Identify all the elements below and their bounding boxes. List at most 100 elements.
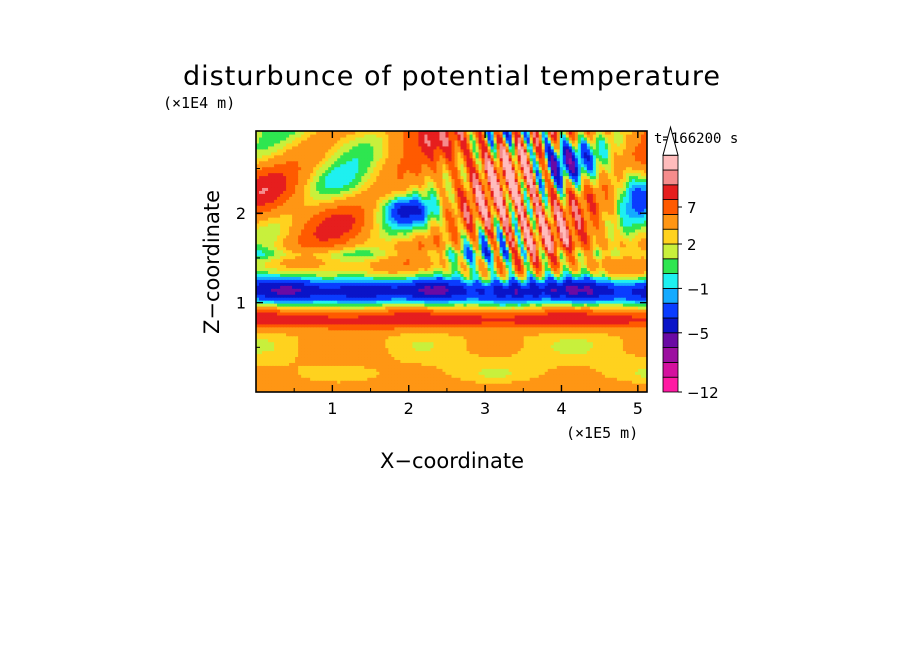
heatmap-cell (325, 300, 329, 304)
heatmap-cell (433, 341, 438, 346)
heatmap-cell (394, 294, 398, 298)
heatmap-cell (508, 353, 513, 358)
heatmap-cell (259, 326, 263, 331)
heatmap-cell (601, 332, 606, 337)
heatmap-cell (457, 353, 462, 358)
heatmap-cell (601, 311, 606, 316)
heatmap-cell (382, 329, 386, 334)
heatmap-cell (523, 288, 528, 292)
heatmap-cell (475, 291, 480, 295)
heatmap-cell (481, 288, 486, 292)
heatmap-cell (385, 371, 389, 375)
heatmap-cell (394, 368, 398, 372)
heatmap-cell (319, 279, 323, 283)
heatmap-cell (316, 389, 320, 392)
heatmap-cell (277, 386, 281, 390)
heatmap-cell (613, 329, 618, 334)
heatmap-cell (403, 365, 407, 369)
heatmap-cell (451, 294, 456, 298)
heatmap-cell (379, 291, 383, 295)
heatmap-cell (385, 341, 389, 346)
heatmap-cell (526, 297, 531, 301)
heatmap-cell (319, 389, 323, 392)
heatmap-cell (532, 288, 537, 292)
heatmap-cell (472, 344, 477, 349)
heatmap-cell (343, 374, 347, 378)
heatmap-cell (352, 374, 356, 378)
heatmap-cell (571, 320, 576, 325)
heatmap-cell (616, 368, 621, 372)
heatmap-cell (415, 332, 420, 337)
heatmap-cell (475, 305, 480, 310)
heatmap-cell (595, 308, 600, 313)
heatmap-cell (574, 311, 579, 316)
heatmap-cell (346, 389, 350, 392)
heatmap-cell (325, 380, 329, 384)
heatmap-cell (313, 341, 317, 346)
heatmap-cell (478, 380, 483, 384)
heatmap-cell (595, 329, 600, 334)
heatmap-cell (598, 335, 603, 340)
heatmap-cell (352, 329, 356, 334)
heatmap-cell (262, 317, 266, 322)
heatmap-cell (625, 300, 630, 304)
heatmap-cell (547, 347, 552, 352)
heatmap-cell (283, 282, 287, 286)
heatmap-cell (346, 326, 350, 331)
heatmap-cell (613, 383, 618, 387)
heatmap-cell (559, 341, 564, 346)
heatmap-cell (535, 294, 540, 298)
heatmap-cell (637, 314, 642, 319)
heatmap-cell (358, 344, 362, 349)
heatmap-cell (376, 341, 380, 346)
heatmap-cell (598, 386, 603, 390)
heatmap-cell (319, 282, 323, 286)
heatmap-cell (484, 338, 489, 343)
heatmap-cell (592, 308, 597, 313)
heatmap-cell (415, 368, 420, 372)
heatmap-cell (643, 303, 647, 307)
heatmap-cell (475, 303, 480, 307)
heatmap-cell (259, 305, 263, 310)
heatmap-cell (589, 294, 594, 298)
heatmap-cell (568, 288, 573, 292)
heatmap-cell (451, 332, 456, 337)
heatmap-cell (523, 326, 528, 331)
heatmap-cell (607, 308, 612, 313)
heatmap-cell (622, 329, 627, 334)
heatmap-cell (538, 374, 543, 378)
heatmap-cell (301, 311, 305, 316)
heatmap-cell (418, 350, 423, 355)
heatmap-cell (436, 294, 441, 298)
heatmap-cell (334, 297, 338, 301)
heatmap-cell (547, 389, 552, 392)
heatmap-cell (589, 300, 594, 304)
heatmap-cell (313, 332, 317, 337)
heatmap-cell (562, 383, 567, 387)
heatmap-cell (604, 308, 609, 313)
heatmap-cell (595, 311, 600, 316)
heatmap-cell (487, 320, 492, 325)
heatmap-cell (367, 300, 371, 304)
heatmap-cell (538, 371, 543, 375)
heatmap-cell (310, 353, 314, 358)
heatmap-cell (325, 386, 329, 390)
heatmap-cell (418, 326, 423, 331)
heatmap-cell (346, 305, 350, 310)
heatmap-cell (421, 347, 426, 352)
heatmap-cell (304, 291, 308, 295)
heatmap-cell (310, 323, 314, 328)
heatmap-cell (352, 362, 356, 366)
heatmap-cell (562, 350, 567, 355)
heatmap-cell (478, 368, 483, 372)
heatmap-cell (331, 291, 335, 295)
heatmap-cell (394, 300, 398, 304)
heatmap-cell (301, 383, 305, 387)
heatmap-cell (505, 326, 510, 331)
heatmap-cell (559, 377, 564, 381)
heatmap-cell (589, 365, 594, 369)
heatmap-cell (361, 282, 365, 286)
heatmap-cell (583, 294, 588, 298)
heatmap-cell (481, 389, 486, 392)
heatmap-cell (628, 314, 633, 319)
